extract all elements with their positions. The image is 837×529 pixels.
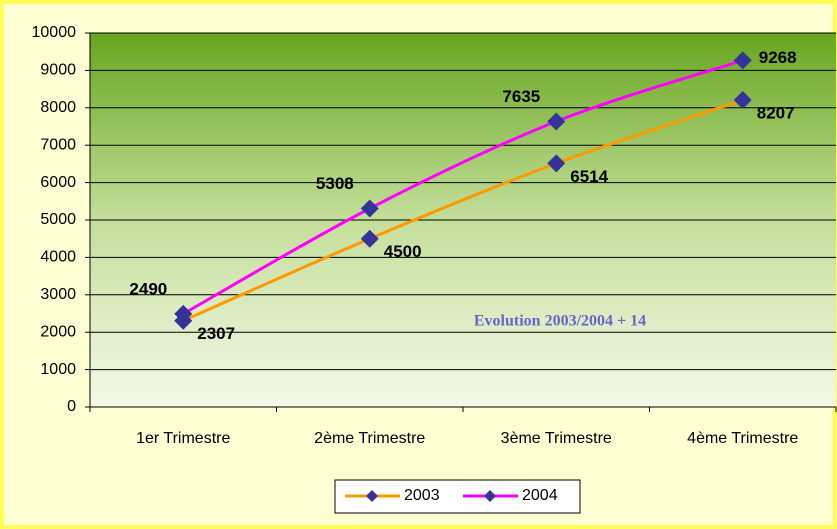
data-label: 2490 bbox=[129, 279, 167, 298]
marker bbox=[547, 154, 566, 173]
y-tick-label: 1000 bbox=[40, 361, 76, 378]
y-tick-label: 8000 bbox=[40, 99, 76, 116]
legend-marker bbox=[366, 490, 378, 502]
y-tick-label: 6000 bbox=[40, 174, 76, 191]
y-tick-label: 9000 bbox=[40, 62, 76, 79]
y-tick-label: 3000 bbox=[40, 286, 76, 303]
annotation: Evolution 2003/2004 + 14 bbox=[474, 313, 646, 330]
marker bbox=[174, 304, 193, 323]
data-label: 6514 bbox=[570, 167, 608, 186]
data-label: 9268 bbox=[759, 48, 797, 67]
series-line bbox=[182, 98, 744, 323]
data-label: 7635 bbox=[502, 87, 540, 106]
data-label: 5308 bbox=[316, 174, 354, 193]
x-tick-label: 3ème Trimestre bbox=[501, 430, 612, 447]
marker bbox=[733, 51, 752, 70]
legend-label: 2004 bbox=[522, 487, 558, 504]
marker bbox=[360, 199, 379, 218]
data-label: 2307 bbox=[197, 324, 235, 343]
y-tick-label: 7000 bbox=[40, 136, 76, 153]
x-tick-label: 2ème Trimestre bbox=[314, 430, 425, 447]
legend-label: 2003 bbox=[404, 487, 440, 504]
marker bbox=[547, 112, 566, 131]
series-line bbox=[182, 58, 744, 316]
y-tick-label: 0 bbox=[67, 398, 76, 415]
y-tick-label: 10000 bbox=[32, 24, 77, 41]
y-tick-label: 4000 bbox=[40, 249, 76, 266]
x-tick-label: 1er Trimestre bbox=[136, 430, 230, 447]
y-tick-label: 2000 bbox=[40, 323, 76, 340]
legend-marker bbox=[484, 490, 496, 502]
marker bbox=[360, 229, 379, 248]
data-label: 8207 bbox=[757, 104, 795, 123]
data-label: 4500 bbox=[384, 242, 422, 261]
x-tick-label: 4ème Trimestre bbox=[687, 430, 798, 447]
marker bbox=[733, 91, 752, 110]
y-tick-label: 5000 bbox=[40, 211, 76, 228]
